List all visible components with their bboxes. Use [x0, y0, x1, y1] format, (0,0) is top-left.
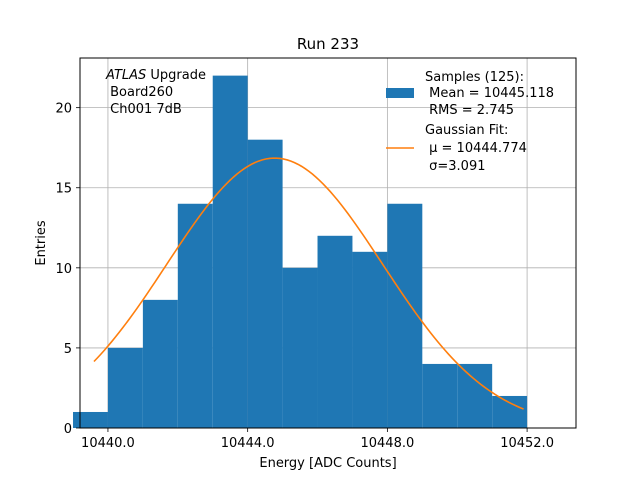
legend-samples-line-3: RMS = 2.745	[425, 103, 514, 118]
legend-fit-line-1: Gaussian Fit:	[425, 123, 508, 138]
legend-samples-swatch	[386, 88, 414, 98]
x-tick-label: 10440.0	[81, 436, 135, 451]
annotation-upgrade-text: Upgrade	[146, 68, 206, 83]
y-tick-label: 0	[64, 422, 72, 437]
y-tick-label: 20	[55, 102, 72, 117]
histogram-bar	[422, 363, 458, 428]
gaussian-fit-curve	[93, 157, 524, 410]
plot-frame	[79, 57, 577, 429]
histogram-bar	[107, 347, 143, 428]
legend-samples-line-2: Mean = 10445.118	[425, 86, 554, 101]
x-tick-label: 10444.0	[221, 436, 275, 451]
y-axis-label: Entries	[34, 220, 49, 266]
histogram-bar	[457, 363, 493, 428]
x-axis-ticks: 10440.0 10444.0 10448.0 10452.0	[81, 428, 554, 451]
histogram-bars	[73, 75, 528, 429]
histogram-bar	[212, 75, 248, 428]
legend: Samples (125): Mean = 10445.118 RMS = 2.…	[386, 70, 554, 174]
legend-samples-line-1: Samples (125):	[425, 70, 524, 85]
y-tick-label: 10	[55, 262, 72, 277]
annotation-line-1: ATLAS Upgrade	[105, 68, 206, 83]
y-axis-ticks: 0 5 10 15 20	[55, 102, 80, 437]
histogram-bar	[352, 251, 388, 428]
chart-title: Run 233	[297, 35, 359, 53]
annotation-atlas-text: ATLAS	[105, 68, 146, 83]
annotation-line-2: Board260	[106, 85, 173, 100]
legend-fit-line-2: μ = 10444.774	[425, 141, 527, 156]
histogram-bar	[387, 203, 423, 428]
x-axis-label: Energy [ADC Counts]	[259, 456, 396, 471]
x-tick-label: 10452.0	[500, 436, 554, 451]
histogram-bar	[142, 299, 178, 428]
histogram-bar	[177, 203, 213, 428]
histogram-bar	[492, 395, 528, 428]
histogram-bar	[282, 267, 318, 428]
histogram-bar	[317, 235, 353, 428]
y-tick-label: 15	[55, 182, 72, 197]
legend-fit-line-3: σ=3.091	[425, 159, 485, 174]
histogram-bar	[247, 139, 283, 429]
annotation-box: ATLAS Upgrade Board260 Ch001 7dB	[105, 68, 206, 117]
histogram-bar	[73, 411, 108, 428]
y-tick-label: 5	[64, 342, 72, 357]
annotation-line-3: Ch001 7dB	[106, 102, 182, 117]
x-tick-label: 10448.0	[360, 436, 414, 451]
